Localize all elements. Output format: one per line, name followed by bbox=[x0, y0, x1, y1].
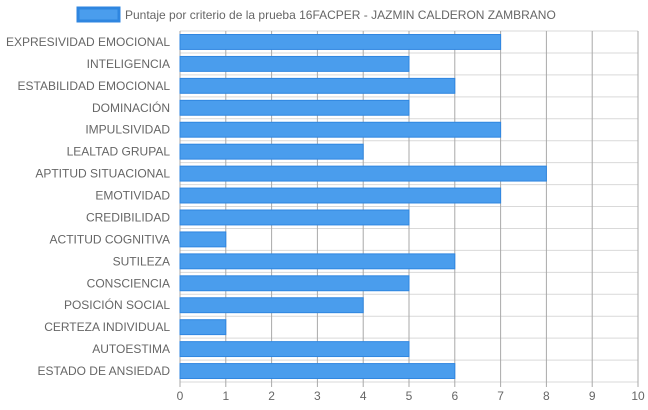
y-tick-label: LEALTAD GRUPAL bbox=[67, 145, 171, 159]
y-tick-label: IMPULSIVIDAD bbox=[85, 123, 170, 137]
y-tick-label: AUTOESTIMA bbox=[92, 342, 170, 356]
bar[interactable] bbox=[179, 363, 456, 379]
bar[interactable] bbox=[179, 34, 502, 50]
x-axis-labels: 0 1 2 3 4 5 6 7 8 9 10 bbox=[177, 389, 645, 403]
y-tick-label: INTELIGENCIA bbox=[87, 57, 170, 71]
bar[interactable] bbox=[179, 99, 410, 116]
x-tick-label: 10 bbox=[631, 389, 645, 403]
y-tick-label: CREDIBILIDAD bbox=[86, 210, 170, 224]
y-tick-label: APTITUD SITUACIONAL bbox=[35, 167, 170, 181]
bar[interactable] bbox=[179, 209, 410, 226]
bar[interactable] bbox=[179, 341, 410, 358]
legend-swatch bbox=[76, 6, 121, 23]
x-tick-label: 4 bbox=[360, 389, 367, 403]
x-tick-label: 6 bbox=[451, 389, 458, 403]
bars bbox=[179, 34, 547, 379]
y-tick-label: EMOTIVIDAD bbox=[95, 189, 170, 203]
legend[interactable]: Puntaje por criterio de la prueba 16FACP… bbox=[76, 6, 556, 23]
x-tick-label: 2 bbox=[268, 389, 275, 403]
y-tick-label: ACTITUD COGNITIVA bbox=[50, 232, 170, 246]
y-tick-label: POSICIÓN SOCIAL bbox=[64, 297, 170, 312]
bar[interactable] bbox=[179, 187, 502, 204]
x-tick-label: 3 bbox=[314, 389, 321, 403]
bar[interactable] bbox=[179, 143, 364, 160]
bar[interactable] bbox=[179, 77, 456, 94]
x-tick-label: 8 bbox=[543, 389, 550, 403]
grid bbox=[179, 30, 639, 387]
bar[interactable] bbox=[179, 121, 502, 138]
bar[interactable] bbox=[179, 275, 410, 292]
y-tick-label: DOMINACIÓN bbox=[92, 100, 170, 115]
y-tick-label: ESTADO DE ANSIEDAD bbox=[38, 364, 171, 378]
y-tick-label: SUTILEZA bbox=[113, 254, 170, 268]
y-tick-label: ESTABILIDAD EMOCIONAL bbox=[18, 79, 171, 93]
x-tick-label: 9 bbox=[589, 389, 596, 403]
y-axis-labels: EXPRESIVIDAD EMOCIONAL INTELIGENCIA ESTABI… bbox=[6, 35, 170, 378]
x-tick-label: 0 bbox=[177, 389, 184, 403]
x-tick-label: 1 bbox=[222, 389, 229, 403]
legend-label: Puntaje por criterio de la prueba 16FACP… bbox=[125, 8, 556, 22]
x-tick-label: 5 bbox=[406, 389, 413, 403]
y-tick-label: CONSCIENCIA bbox=[87, 276, 170, 290]
y-tick-label: EXPRESIVIDAD EMOCIONAL bbox=[6, 35, 170, 49]
bar[interactable] bbox=[179, 231, 227, 248]
y-tick-label: CERTEZA INDIVIDUAL bbox=[44, 320, 170, 334]
bar[interactable] bbox=[179, 297, 364, 314]
bar[interactable] bbox=[179, 55, 410, 72]
bar[interactable] bbox=[179, 319, 227, 336]
x-tick-label: 7 bbox=[497, 389, 504, 403]
bar[interactable] bbox=[179, 165, 547, 182]
bar[interactable] bbox=[179, 253, 456, 270]
